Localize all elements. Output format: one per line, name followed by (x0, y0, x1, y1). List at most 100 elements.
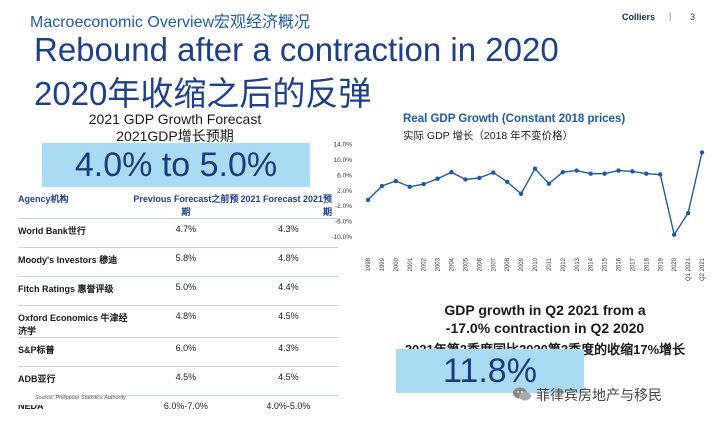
data-point (616, 168, 621, 173)
x-tick-label: 1998 (366, 257, 372, 271)
header-forecast: 2021 Forecast 2021预期 (240, 194, 332, 217)
header-previous: Previous Forecast之前预期 (133, 194, 239, 217)
y-tick-label: 10.0% (334, 157, 353, 164)
cell-previous: 4.5% (133, 366, 239, 396)
x-tick-label: 2005 (463, 257, 469, 271)
table-row: ADB亚行 4.5% 4.5% (18, 366, 338, 396)
forecast-title: 2021 GDP Growth Forecast 2021GDP增长预期 (60, 111, 290, 145)
x-tick-label: 2020 (672, 257, 678, 271)
header-separator: | (669, 11, 672, 21)
table-header-row: Agency机构 Previous Forecast之前预期 2021 Fore… (18, 190, 338, 219)
table-cover (18, 393, 44, 405)
section-title: Macroeconomic Overview宏观经济概况 (30, 14, 311, 31)
cell-forecast: 4.5% (238, 305, 338, 338)
forecast-highlight-box (42, 143, 310, 187)
x-tick-label: 2006 (477, 257, 483, 271)
data-point (491, 170, 496, 175)
x-tick-label: 2000 (394, 257, 400, 271)
chart-subtitle: 实际 GDP 增长（2018 年不变价格） (403, 130, 574, 142)
data-point (699, 150, 705, 155)
y-tick-label: -10.0% (331, 234, 352, 241)
wechat-icon (513, 387, 531, 401)
data-point (602, 171, 607, 176)
chart-title: Real GDP Growth (Constant 2018 prices) (403, 113, 626, 125)
forecast-highlight-value: 4.0% to 5.0% (74, 146, 278, 184)
q2-line-1: GDP growth in Q2 2021 from a (444, 302, 646, 318)
forecast-title-en: 2021 GDP Growth Forecast (88, 111, 262, 127)
cell-previous: 6.0% (133, 337, 239, 367)
brand-logo-text: Colliers (622, 12, 656, 22)
data-point (421, 181, 426, 187)
x-tick-label: 2004 (450, 257, 456, 271)
header-agency: Agency机构 (18, 194, 69, 204)
cell-previous: 5.0% (133, 276, 239, 306)
cell-previous: 4.8% (133, 305, 239, 338)
q2-highlight-value: 11.8% (443, 352, 537, 390)
x-tick-label: 2017 (630, 257, 636, 271)
x-tick-label: 2011 (547, 257, 553, 271)
data-point (365, 197, 371, 203)
y-tick-label: 6.0% (337, 172, 352, 179)
data-point (463, 177, 468, 182)
y-tick-label: -6.0% (335, 219, 352, 226)
series-line (367, 152, 703, 237)
x-tick-label: 2009 (519, 257, 525, 271)
data-point (407, 184, 412, 190)
x-tick-label: 2007 (491, 257, 497, 271)
cell-forecast: 4.5% (238, 366, 338, 396)
y-tick-label: 2.0% (337, 188, 352, 195)
cell-agency: Moody's Investors 穆迪 (18, 247, 133, 277)
table-row: S&P标普 6.0% 4.3% (18, 337, 338, 367)
cell-agency: Oxford Economics 牛津经济学 (18, 305, 133, 338)
x-tick-label: 2014 (589, 257, 595, 271)
data-point (477, 175, 482, 181)
x-tick-label: 1999 (380, 257, 386, 271)
x-tick-label: 2013 (575, 257, 581, 271)
table-row: Fitch Ratings 惠誉评级 5.0% 4.4% (18, 276, 338, 306)
x-tick-label: 2018 (644, 257, 650, 271)
x-tick-label: 2008 (505, 257, 511, 271)
data-point (532, 166, 538, 171)
data-point (658, 172, 663, 177)
cell-agency: ADB亚行 (18, 366, 133, 396)
table-row: Oxford Economics 牛津经济学 4.8% 4.5% (18, 305, 338, 338)
y-tick-label: -2.0% (335, 203, 352, 210)
cell-previous: 4.7% (133, 218, 239, 248)
data-point (546, 181, 552, 186)
data-point (560, 169, 566, 175)
data-point (574, 168, 579, 173)
source-note: Source: Philippine Statistics Authority (35, 395, 126, 401)
x-tick-label: 2002 (422, 257, 428, 271)
x-tick-label: 2001 (408, 257, 414, 271)
watermark-text: 菲律宾房地产与移民 (536, 387, 662, 403)
x-tick-label: 2019 (658, 257, 664, 271)
headline-cn: 2020年收缩之后的反弹 (34, 75, 372, 112)
data-point (630, 169, 635, 174)
cell-forecast: 4.8% (238, 247, 338, 277)
headline-en: Rebound after a contraction in 2020 (34, 31, 559, 68)
x-tick-label: 2010 (533, 257, 539, 271)
cell-agency: Fitch Ratings 惠誉评级 (18, 276, 133, 306)
cell-forecast: 4.4% (238, 276, 338, 306)
forecast-table: Agency机构 Previous Forecast之前预期 2021 Fore… (18, 190, 338, 425)
data-point (685, 210, 691, 216)
data-point (435, 176, 440, 181)
x-tick-label: 2015 (603, 257, 609, 271)
gdp-line-chart: 14.0% 10.0% 6.0% 2.0% -2.0% -6.0% -10.0% 1998 19… (331, 142, 706, 282)
cell-previous: 6.0%-7.0% (133, 395, 239, 425)
data-point (379, 183, 385, 189)
x-tick-label: Q2 2021 (700, 257, 706, 281)
data-point (504, 179, 510, 184)
data-point (588, 171, 593, 176)
data-point (393, 178, 399, 184)
data-point (671, 232, 677, 237)
data-point (518, 191, 524, 196)
q2-highlight-box (396, 349, 584, 393)
data-point (644, 171, 649, 176)
q2-line-2: -17.0% contraction in Q2 2020 (445, 320, 645, 336)
y-tick-label: 14.0% (334, 142, 353, 149)
cell-agency: S&P标普 (18, 337, 133, 367)
cell-forecast: 4.0%-5.0% (238, 395, 338, 425)
table-row: Moody's Investors 穆迪 5.8% 4.8% (18, 247, 338, 277)
table-row: World Bank世行 4.7% 4.3% (18, 218, 338, 248)
